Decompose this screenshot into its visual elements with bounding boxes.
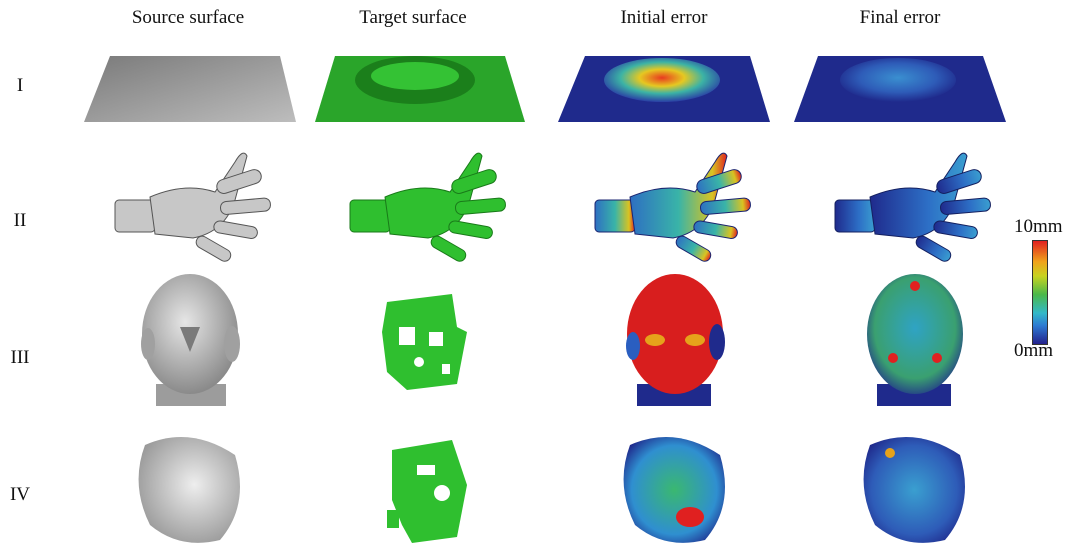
row1-target-plane-image — [295, 40, 535, 176]
row3-final-error-face-image — [795, 272, 1035, 408]
colorbar-max-label: 10mm — [1014, 216, 1063, 237]
row4-target-face-image — [307, 415, 547, 551]
column-header-initial-error: Initial error — [620, 7, 708, 28]
colorbar-min-label: 0mm — [1014, 340, 1054, 361]
column-header-final-error: Final error — [859, 7, 941, 28]
row3-source-face-image — [70, 272, 310, 408]
row1-initial-error-plane-image — [540, 40, 780, 176]
column-header-target: Target surface — [359, 7, 467, 28]
row2-target-hand-image — [310, 142, 550, 278]
row4-initial-error-face-image — [555, 415, 795, 551]
row-label-iv: IV — [9, 484, 31, 505]
row2-final-error-hand-image — [795, 142, 1035, 278]
row-label-i: I — [16, 75, 24, 96]
row3-target-face-image — [307, 272, 547, 408]
row2-source-hand-image — [75, 142, 315, 278]
column-header-source: Source surface — [131, 7, 245, 28]
row1-source-plane-image — [70, 40, 310, 176]
row4-source-face-image — [70, 415, 310, 551]
row2-initial-error-hand-image — [555, 142, 795, 278]
row4-final-error-face-image — [795, 415, 1035, 551]
row-label-ii: II — [13, 210, 27, 231]
row1-final-error-plane-image — [778, 40, 1018, 176]
row3-initial-error-face-image — [555, 272, 795, 408]
row-label-iii: III — [10, 347, 30, 368]
error-colorbar — [1032, 240, 1048, 345]
